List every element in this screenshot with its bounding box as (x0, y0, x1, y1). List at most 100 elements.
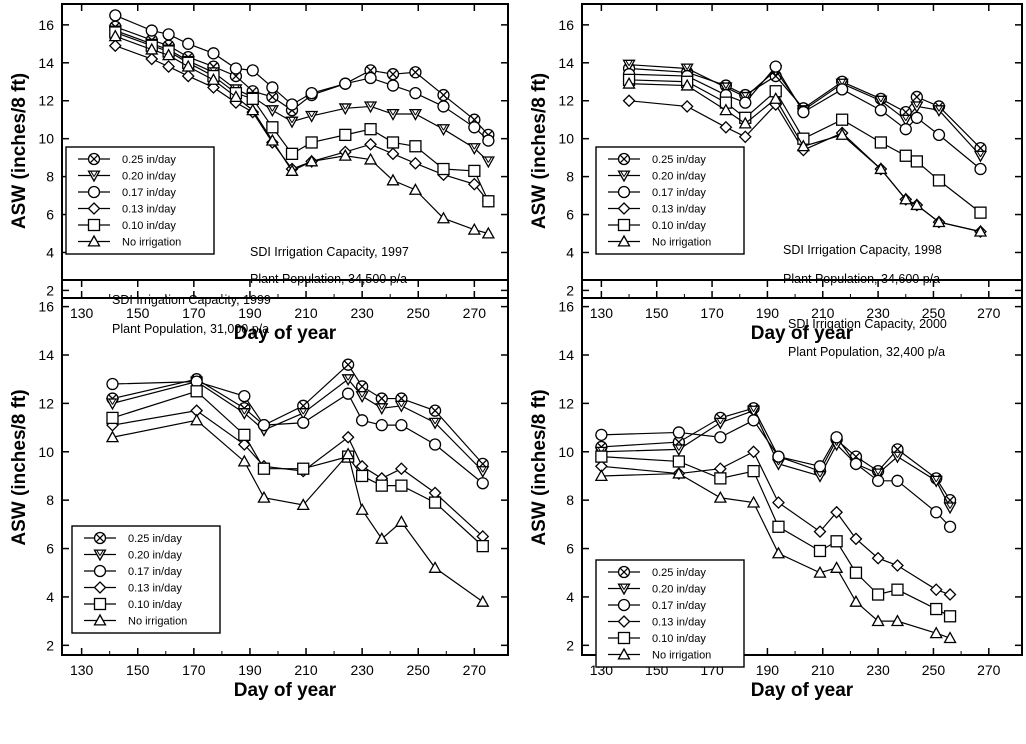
annotation-capacity: SDI Irrigation Capacity, 1998 (783, 243, 942, 257)
legend-label: 0.17 in/day (128, 566, 182, 578)
data-point (394, 400, 409, 413)
y-tick-label: 6 (566, 207, 574, 223)
x-tick-label: 210 (294, 305, 318, 321)
data-point (943, 520, 957, 533)
data-point (409, 86, 422, 100)
series-0-17-in-day (109, 9, 495, 147)
data-point (182, 37, 195, 50)
legend-label: 0.17 in/day (652, 187, 706, 199)
data-point (108, 39, 122, 53)
x-tick-label: 250 (922, 305, 946, 321)
data-point (375, 419, 388, 432)
legend-item: 0.10 in/day (84, 597, 182, 611)
chart-panel-4: 130 150 170 190 210 230 250 270 2 4 6 8 10 12 14 16 Day … (529, 279, 1023, 701)
data-point (467, 143, 481, 155)
y-tick-label: 4 (46, 244, 54, 260)
legend-box (71, 525, 221, 634)
x-tick-label: 270 (463, 305, 487, 321)
data-point (746, 405, 761, 418)
data-point (467, 177, 481, 191)
data-point (738, 130, 752, 144)
data-point (891, 559, 904, 572)
data-point (874, 104, 888, 117)
data-point (257, 419, 271, 432)
data-point (375, 392, 388, 405)
legend-label: 0.10 in/day (652, 220, 706, 232)
data-point (481, 156, 495, 169)
data-point (714, 431, 727, 444)
x-tick-label: 230 (866, 662, 890, 678)
data-point (355, 414, 369, 427)
data-point (386, 68, 400, 81)
data-point (871, 614, 885, 627)
data-point (395, 419, 408, 432)
data-point (162, 60, 176, 74)
data-point (849, 594, 863, 607)
legend-label: 0.25 in/day (122, 154, 176, 166)
x-tick-label: 230 (866, 305, 890, 321)
series-no-irrigation (105, 413, 490, 607)
x-tick-label: 250 (407, 662, 431, 678)
data-point (386, 79, 400, 92)
y-axis-title: ASW (inches/8 ft) (9, 73, 30, 229)
data-point (891, 583, 904, 596)
legend-item: 0.17 in/day (78, 185, 176, 199)
y-tick-label: 16 (558, 299, 574, 315)
x-tick-label: 190 (756, 305, 780, 321)
data-point (771, 546, 786, 559)
data-point (408, 108, 423, 121)
x-tick-label: 250 (922, 662, 946, 678)
y-tick-label: 10 (38, 131, 54, 147)
legend-item: 0.13 in/day (608, 615, 706, 629)
annotation-population: Plant Population, 31,000 p/a (112, 322, 269, 336)
x-tick-label: 130 (70, 662, 94, 678)
data-point (932, 105, 946, 118)
x-tick-label: 150 (126, 662, 150, 678)
y-tick-label: 6 (566, 541, 574, 557)
data-point (181, 59, 195, 72)
data-point (476, 466, 490, 478)
data-point (341, 447, 355, 460)
plot-frame (581, 3, 1023, 299)
data-point (910, 198, 924, 211)
data-point (899, 192, 913, 205)
data-point (305, 86, 318, 100)
y-axis-title: ASW (inches/8 ft) (9, 389, 30, 545)
data-point (943, 588, 957, 601)
data-point (145, 42, 159, 55)
data-point (672, 444, 686, 457)
y-tick-label: 12 (38, 395, 54, 411)
data-point (341, 430, 355, 444)
data-point (238, 428, 251, 441)
data-point (910, 90, 923, 104)
data-point (237, 454, 251, 467)
x-tick-label: 250 (407, 305, 431, 321)
data-point (910, 155, 923, 168)
legend-item: No irrigation (78, 234, 181, 249)
x-tick-label: 210 (294, 662, 318, 678)
data-point (108, 29, 122, 42)
data-point (719, 82, 733, 95)
legend-label: 0.13 in/day (122, 204, 176, 216)
data-point (375, 532, 389, 544)
y-tick-label: 6 (46, 207, 54, 223)
data-point (106, 411, 119, 425)
legend: 0.25 in/day 0.20 in/day 0.17 in/day 0.13 in… (595, 146, 745, 255)
legend-label: 0.13 in/day (128, 583, 182, 595)
legend-item: 0.17 in/day (608, 598, 706, 612)
legend-label: 0.10 in/day (128, 599, 182, 611)
data-point (874, 162, 888, 175)
data-point (355, 380, 369, 393)
legend-label: 0.20 in/day (122, 171, 176, 183)
data-point (109, 9, 122, 22)
data-point (246, 103, 260, 116)
data-point (874, 95, 888, 108)
y-tick-label: 2 (46, 637, 54, 653)
legend-item: 0.20 in/day (78, 170, 176, 183)
data-point (835, 83, 849, 96)
series-line (601, 450, 951, 596)
x-tick-label: 130 (590, 305, 614, 321)
data-point (929, 475, 943, 488)
x-axis-title: Day of year (234, 680, 337, 701)
